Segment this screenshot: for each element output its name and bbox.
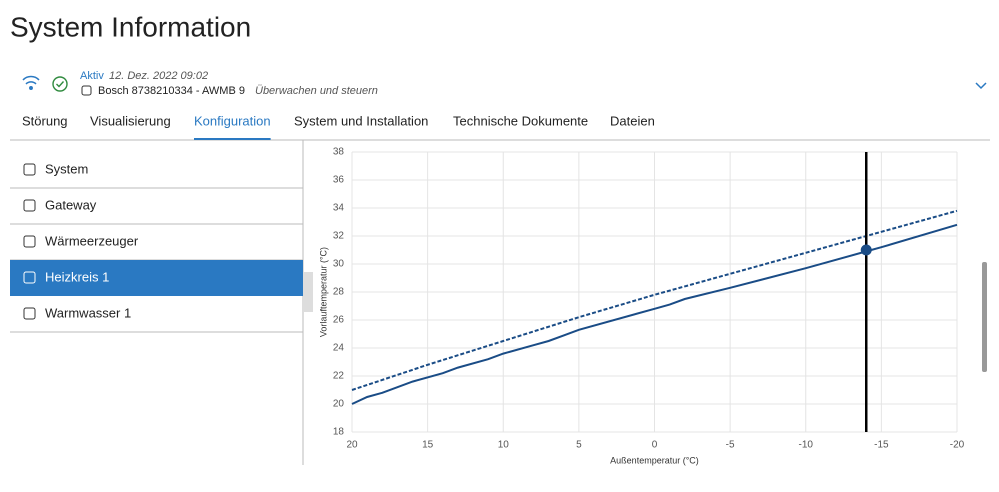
x-tick-label: 15 <box>422 440 434 451</box>
menu-icon <box>23 271 36 284</box>
y-tick-label: 18 <box>333 427 345 438</box>
tab[interactable]: Technische Dokumente <box>453 113 588 128</box>
x-axis-title: Außentemperatur (°C) <box>610 455 699 465</box>
menu-item[interactable]: Wärmeerzeuger <box>45 233 139 248</box>
tab[interactable]: Störung <box>22 113 68 128</box>
line-series <box>351 223 958 405</box>
menu-item[interactable]: Warmwasser 1 <box>45 305 131 320</box>
resize-handle[interactable] <box>304 272 313 312</box>
check-icon <box>52 76 68 92</box>
status-date: 12. Dez. 2022 09:02 <box>109 70 208 82</box>
y-tick-label: 22 <box>333 371 345 382</box>
menu-item[interactable]: System <box>45 161 88 176</box>
menu-icon <box>23 199 36 212</box>
tab[interactable]: System und Installation <box>294 113 428 128</box>
y-tick-label: 28 <box>333 287 345 298</box>
wifi-icon <box>22 75 40 90</box>
menu-icon <box>23 307 36 320</box>
x-tick-label: -10 <box>799 440 814 451</box>
tab[interactable]: Dateien <box>610 113 655 128</box>
scrollbar[interactable] <box>982 262 987 372</box>
expand-chevron[interactable] <box>975 82 987 90</box>
y-tick-label: 20 <box>333 399 345 410</box>
menu-item-active[interactable] <box>10 260 303 296</box>
status-state: Aktiv <box>80 70 104 82</box>
y-axis-title: Vorlauftemperatur (°C) <box>318 247 328 337</box>
menu-icon <box>23 163 36 176</box>
x-tick-label: -20 <box>950 440 965 451</box>
x-tick-label: 20 <box>346 440 358 451</box>
page-title: System Information <box>10 11 251 42</box>
x-tick-label: 5 <box>576 440 582 451</box>
x-tick-label: 0 <box>652 440 658 451</box>
menu-icon <box>23 235 36 248</box>
x-tick-label: -15 <box>874 440 889 451</box>
y-tick-label: 32 <box>333 231 345 242</box>
menu-item[interactable]: Heizkreis 1 <box>45 269 109 284</box>
y-tick-label: 38 <box>333 147 345 158</box>
selected-point[interactable] <box>860 244 872 256</box>
y-tick-label: 24 <box>333 343 345 354</box>
y-tick-label: 34 <box>333 203 345 214</box>
device-mode: Überwachen und steuern <box>255 85 378 97</box>
tab[interactable]: Visualisierung <box>90 113 171 128</box>
y-tick-label: 36 <box>333 175 345 186</box>
device-icon <box>81 85 92 96</box>
tab[interactable]: Konfiguration <box>194 113 271 128</box>
x-tick-label: -5 <box>726 440 735 451</box>
y-tick-label: 30 <box>333 259 345 270</box>
menu-item[interactable]: Gateway <box>45 197 97 212</box>
y-tick-label: 26 <box>333 315 345 326</box>
x-tick-label: 10 <box>498 440 510 451</box>
device-name: Bosch 8738210334 - AWMB 9 <box>98 85 245 97</box>
